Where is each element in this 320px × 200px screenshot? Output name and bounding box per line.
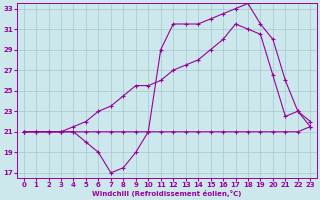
X-axis label: Windchill (Refroidissement éolien,°C): Windchill (Refroidissement éolien,°C) <box>92 190 242 197</box>
